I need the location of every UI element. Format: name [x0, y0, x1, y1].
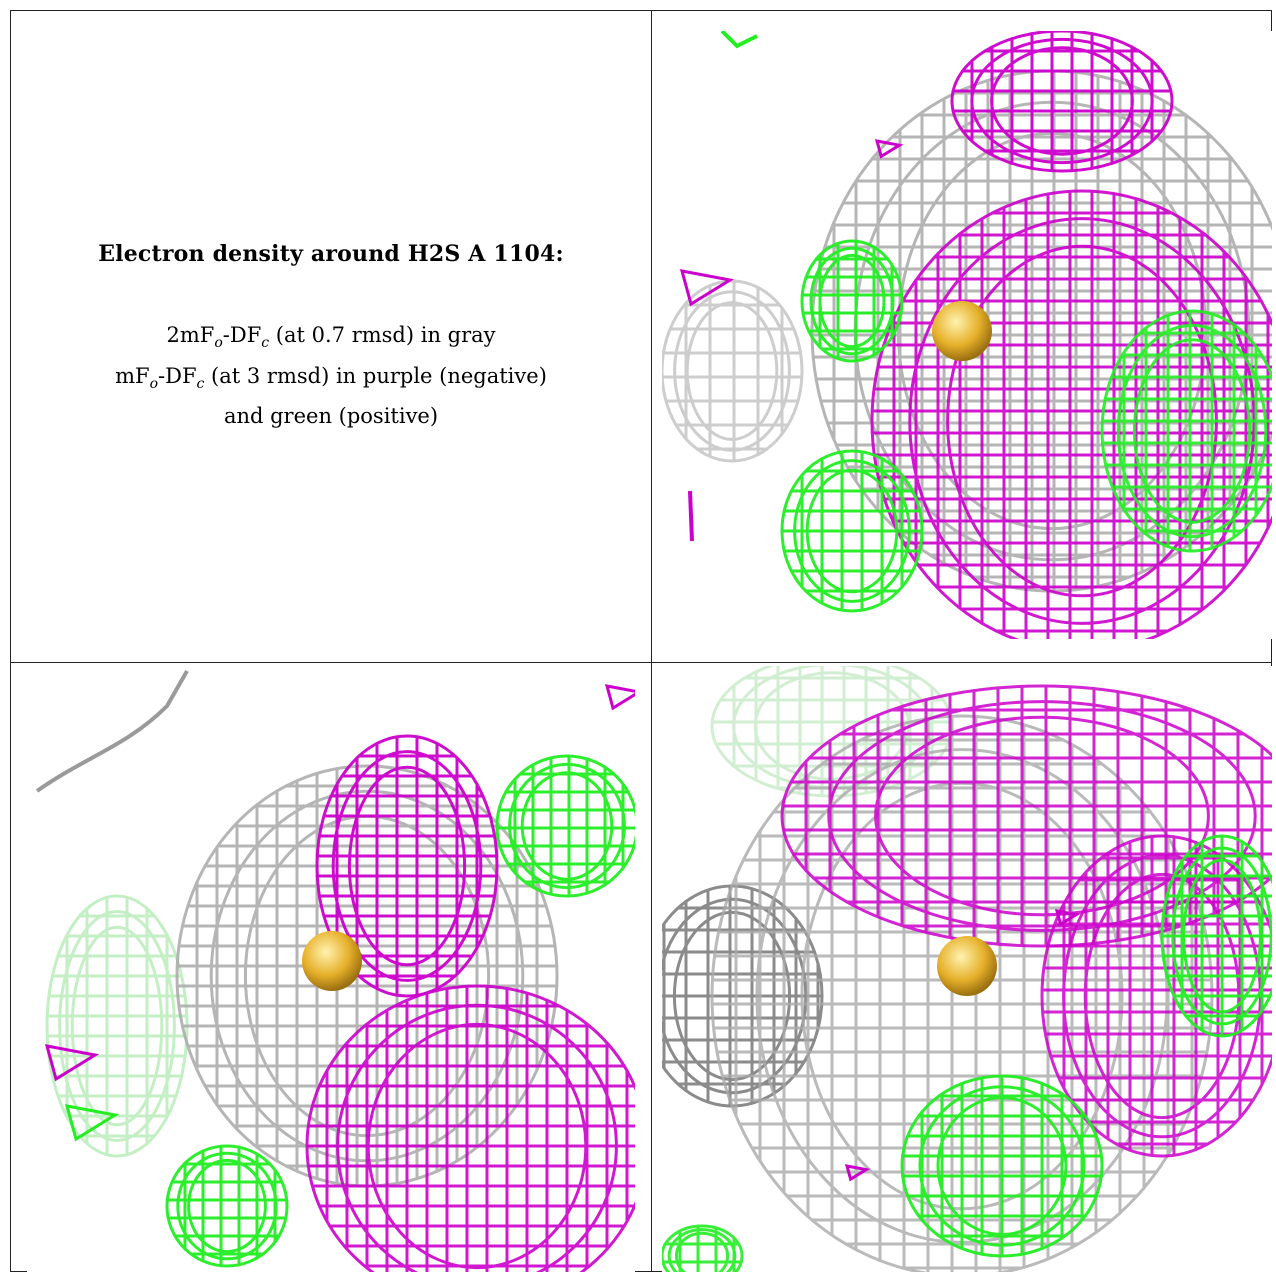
- sulfur-atom-view-3: [937, 936, 997, 996]
- caption-line-2mfo-mid: -DF: [222, 323, 262, 348]
- gray-strand: [35, 670, 189, 793]
- positive-mesh-faint-left: [45, 894, 189, 1158]
- caption-line-mfo: mFo-DFc (at 3 rmsd) in purple (negative): [115, 360, 547, 400]
- gray-mesh-main: [710, 714, 1214, 1272]
- sulfur-atom-view-1: [932, 301, 992, 361]
- positive-cone-left: [64, 1104, 120, 1142]
- positive-mesh-bottom: [165, 1144, 289, 1268]
- caption-title: Electron density around H2S A 1104:: [98, 241, 564, 268]
- negative-cone-small: [874, 139, 904, 159]
- positive-mesh-right: [495, 754, 635, 898]
- negative-cone-top: [604, 684, 635, 711]
- caption-line-mfo-sub-o: o: [149, 375, 159, 392]
- caption-line-mfo-sub-c: c: [196, 375, 205, 392]
- caption-line-2mfo-sub-o: o: [214, 335, 223, 352]
- figure-table: Electron density around H2S A 1104: 2mFo…: [10, 10, 1272, 1272]
- gray-mesh-left: [662, 279, 804, 463]
- caption-line-2mfo-suffix: (at 0.7 rmsd) in gray: [269, 323, 496, 348]
- positive-mesh-bottom: [900, 1074, 1104, 1258]
- gray-mesh-left: [662, 884, 824, 1108]
- negative-mesh-upper: [315, 734, 499, 998]
- table-divider-horizontal: [11, 662, 1271, 663]
- negative-spike: [688, 490, 694, 542]
- caption-cell: Electron density around H2S A 1104: 2mFo…: [12, 12, 650, 661]
- caption-line-mfo-prefix: mF: [115, 363, 150, 388]
- positive-mesh-upper: [800, 239, 904, 363]
- positive-mesh-corner: [662, 1224, 744, 1272]
- density-map-view-3: [662, 666, 1272, 1272]
- negative-cone-left: [679, 269, 735, 307]
- positive-mesh-right: [1100, 309, 1272, 553]
- negative-mesh-top: [780, 684, 1272, 948]
- density-view-3: [662, 666, 1272, 1272]
- density-view-2: [27, 666, 635, 1272]
- caption-line-2mfo-sub-c: c: [261, 335, 270, 352]
- negative-cone-center: [1054, 909, 1081, 927]
- table-divider-vertical: [651, 11, 652, 1271]
- caption-line-2mfo: 2mFo-DFc (at 0.7 rmsd) in gray: [166, 319, 495, 359]
- caption-block: Electron density around H2S A 1104: 2mFo…: [12, 12, 650, 661]
- density-map-view-2: [35, 670, 635, 1272]
- density-view-1: [662, 31, 1272, 639]
- negative-cone-left: [44, 1044, 100, 1082]
- negative-mesh-lower: [305, 984, 635, 1272]
- caption-line-green: and green (positive): [223, 403, 439, 428]
- positive-mesh-right: [1160, 834, 1272, 1038]
- sulfur-atom-view-2: [302, 931, 362, 991]
- negative-mesh-top: [950, 31, 1174, 173]
- positive-mesh-lower: [780, 449, 924, 613]
- caption-line-mfo-mid: -DF: [158, 363, 197, 388]
- positive-fragment-top: [720, 31, 758, 49]
- negative-cone-lower: [844, 1164, 871, 1182]
- density-map-view-1: [662, 31, 1272, 639]
- caption-line-mfo-suffix: (at 3 rmsd) in purple (negative): [204, 363, 547, 388]
- caption-line-2mfo-prefix: 2mF: [166, 323, 215, 348]
